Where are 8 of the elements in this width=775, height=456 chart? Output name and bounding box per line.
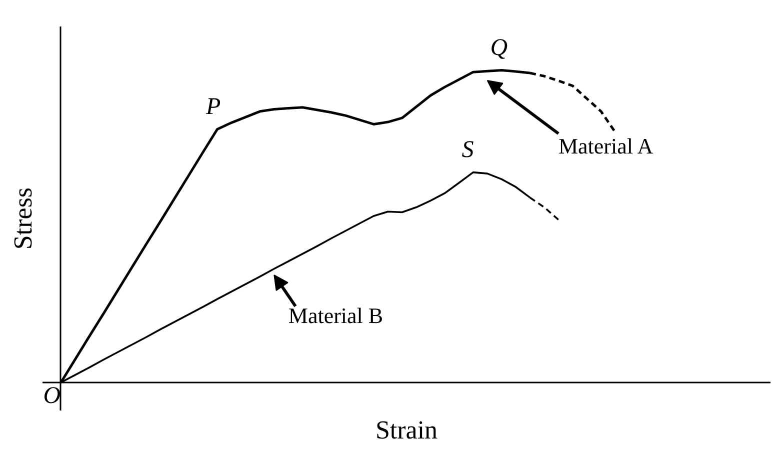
annotation: S [462,136,474,163]
text: O [43,382,61,409]
x-axis-title: Strain [375,416,438,444]
text: Material A [558,134,654,159]
annotation: P [204,94,221,120]
text: Q [490,34,508,61]
legend-label: Material B [288,303,384,328]
y-axis-title: Stress [8,187,38,250]
